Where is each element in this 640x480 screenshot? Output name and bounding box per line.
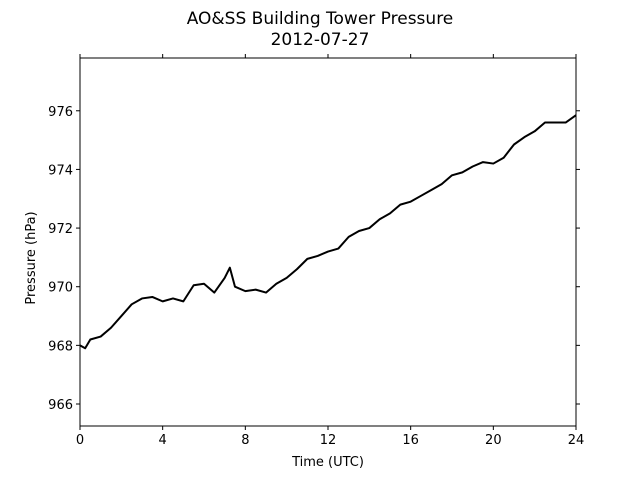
x-axis-label: Time (UTC) — [291, 455, 364, 470]
x-tick-label: 0 — [76, 433, 84, 448]
plot-frame — [79, 57, 577, 427]
x-tick-label: 24 — [568, 433, 585, 448]
x-tick-label: 8 — [241, 433, 249, 448]
y-tick-label: 966 — [48, 398, 73, 413]
x-tick-label: 4 — [159, 433, 167, 448]
data-line — [79, 114, 577, 350]
y-tick-label: 968 — [48, 339, 73, 354]
chart-subtitle: 2012-07-27 — [271, 30, 370, 50]
y-axis-label: Pressure (hPa) — [24, 211, 39, 304]
y-tick-label: 972 — [48, 222, 73, 237]
chart-title: AO&SS Building Tower Pressure — [187, 9, 454, 29]
y-tick-label: 974 — [48, 163, 73, 178]
y-tick-label: 970 — [48, 281, 73, 296]
x-tick-label: 16 — [402, 433, 419, 448]
x-tick-label: 20 — [485, 433, 502, 448]
y-tick-label: 976 — [48, 105, 73, 120]
x-tick-label: 12 — [320, 433, 337, 448]
